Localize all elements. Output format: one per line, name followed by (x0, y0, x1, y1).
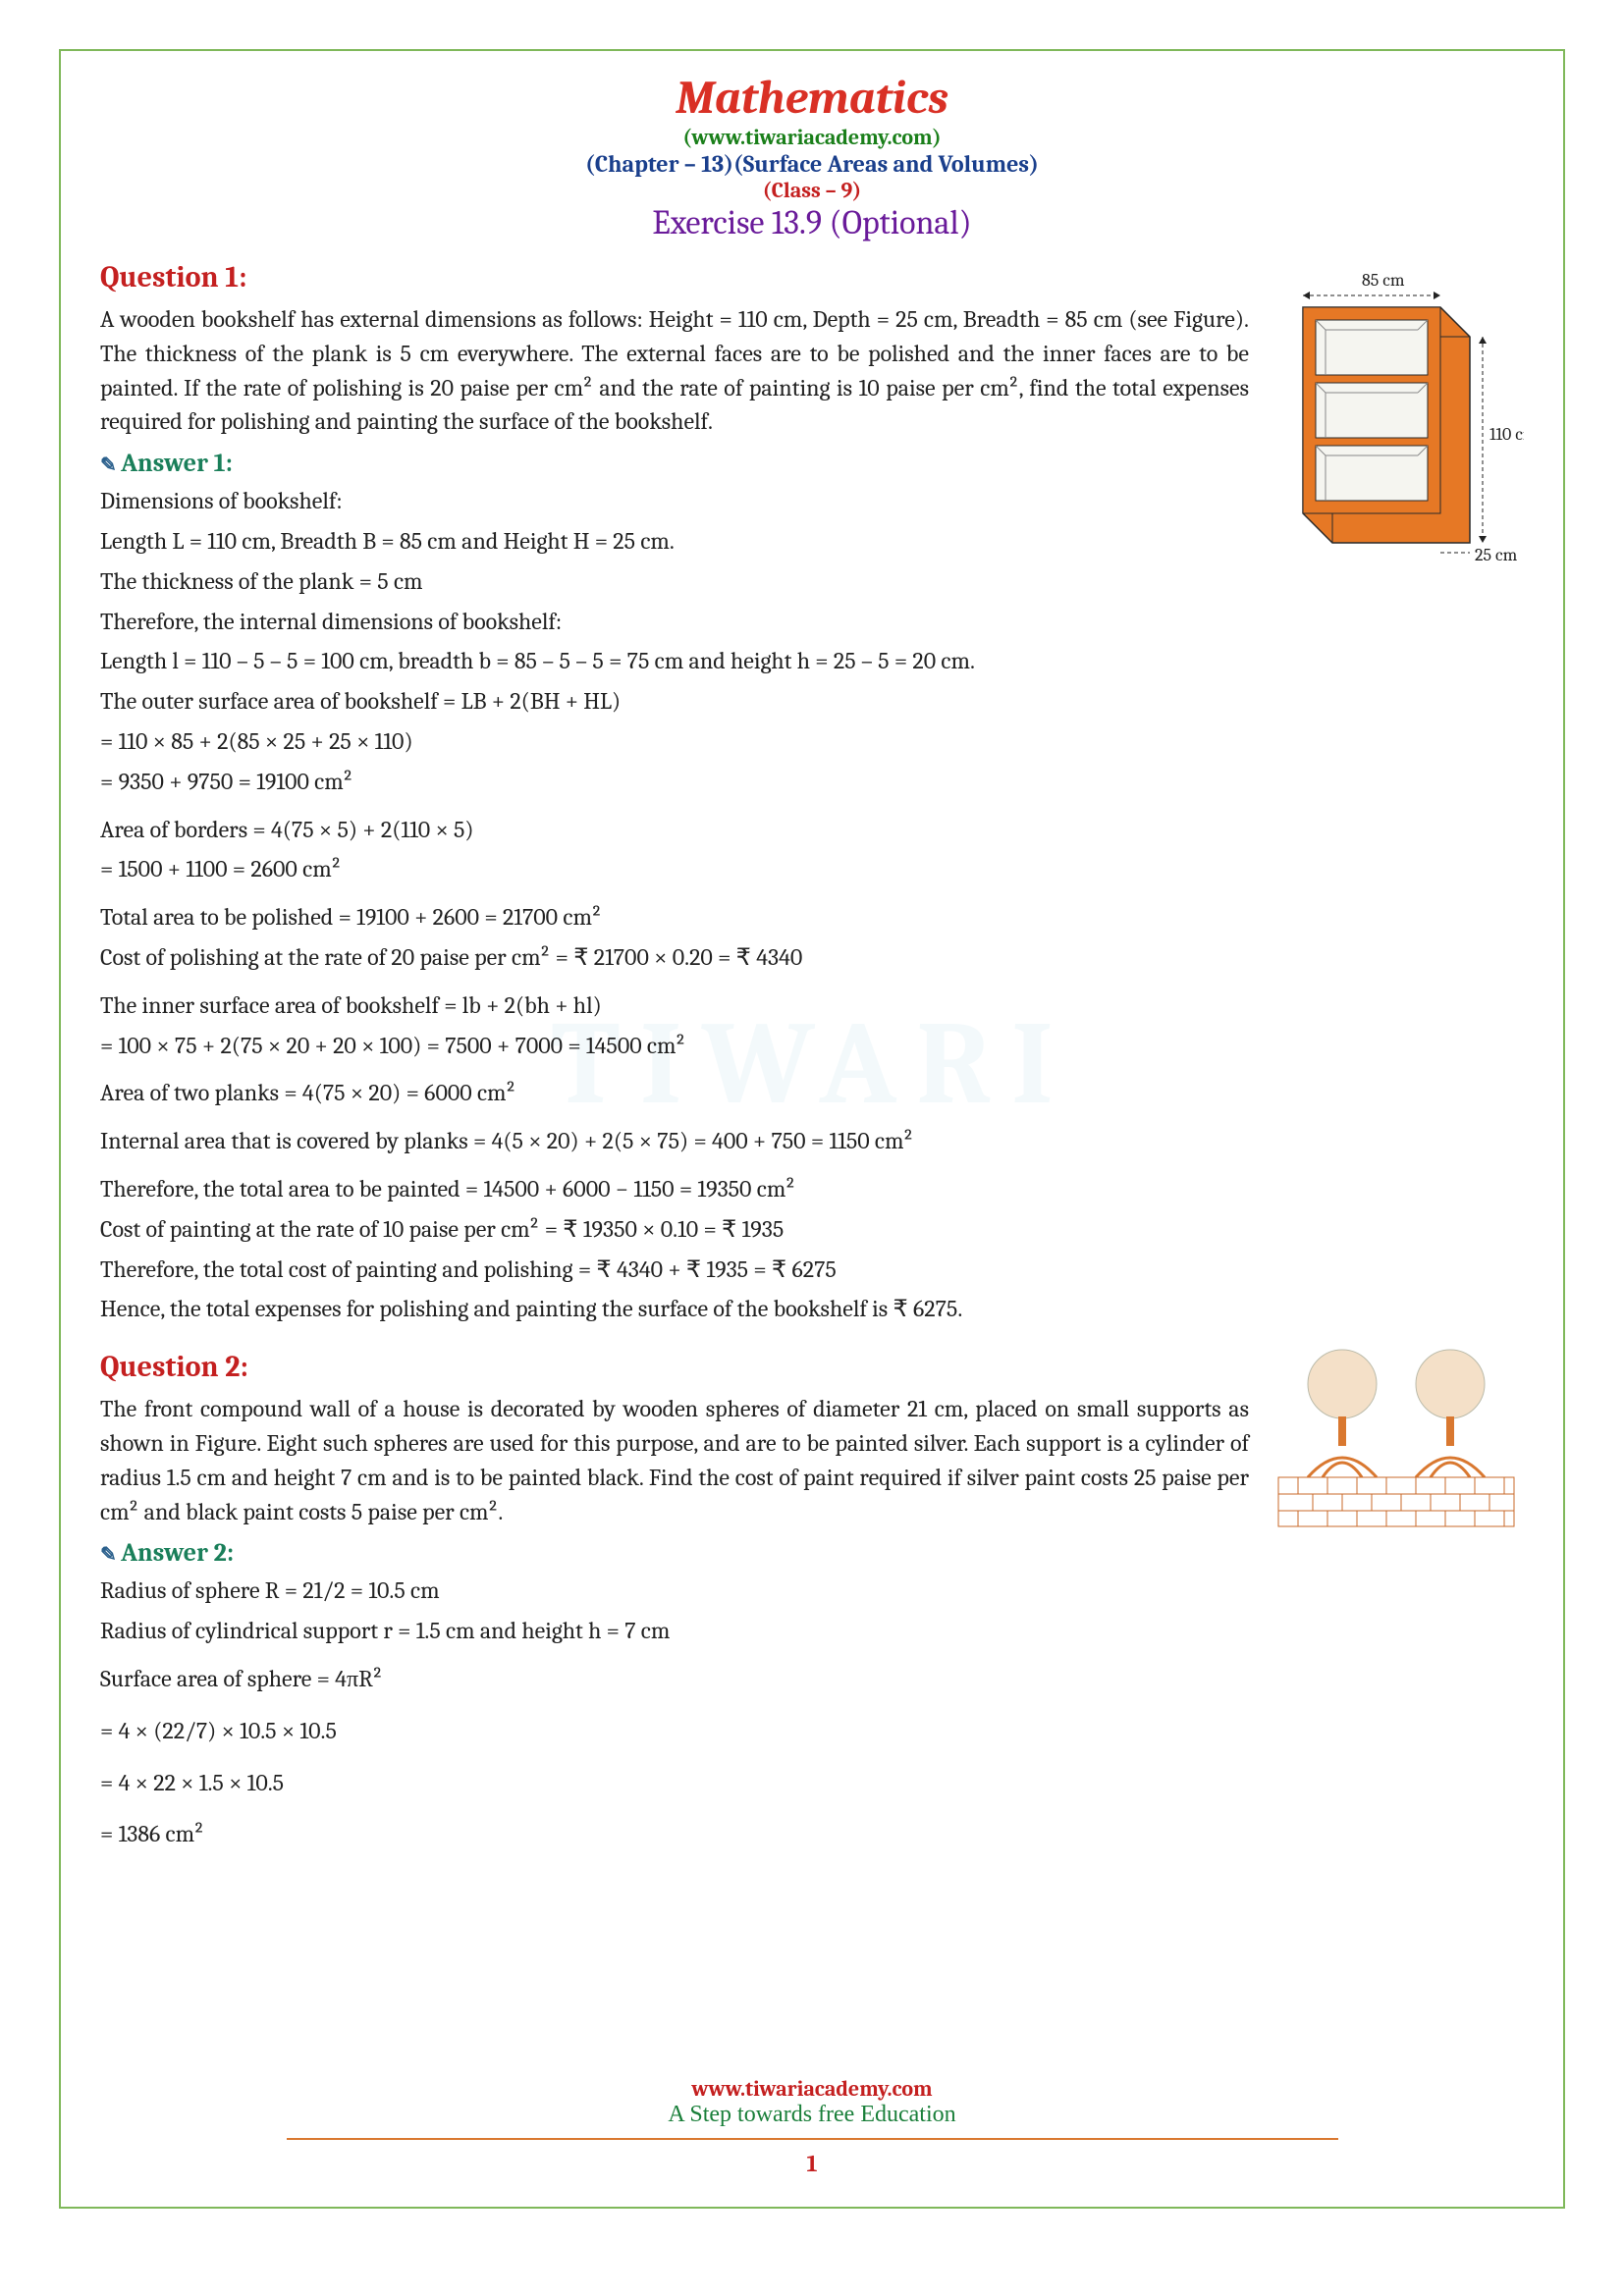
answer-line: Total area to be polished = 19100 + 2600… (100, 900, 1524, 934)
answer-line: Therefore, the total area to be painted … (100, 1172, 1524, 1206)
answer-line: The outer surface area of bookshelf = LB… (100, 684, 1524, 719)
answer-line: = 4 × (22/7) × 10.5 × 10.5 (100, 1714, 1524, 1748)
bookshelf-svg: 85 cm 110 cm (1269, 268, 1524, 562)
answer-line: = 1500 + 1100 = 2600 cm² (100, 852, 1524, 886)
title: Mathematics (100, 71, 1524, 125)
exercise-line: Exercise 13.9 (Optional) (100, 203, 1524, 242)
answer-line: Cost of painting at the rate of 10 paise… (100, 1212, 1524, 1247)
label-top: 85 cm (1362, 270, 1405, 291)
class-line: (Class – 9) (100, 178, 1524, 203)
page-border: TIWARI Mathematics (www.tiwariacademy.co… (59, 49, 1565, 2209)
answer-line: Cost of polishing at the rate of 20 pais… (100, 940, 1524, 975)
answer-line: Length l = 110 – 5 – 5 = 100 cm, breadth… (100, 644, 1524, 678)
answer-line: Therefore, the internal dimensions of bo… (100, 605, 1524, 639)
answer-line: = 1386 cm² (100, 1817, 1524, 1851)
page-number: 1 (61, 2150, 1563, 2177)
answer-line: = 100 × 75 + 2(75 × 20 + 20 × 100) = 750… (100, 1029, 1524, 1063)
document-header: Mathematics (www.tiwariacademy.com) (Cha… (100, 71, 1524, 242)
a2-body: Radius of sphere R = 21/2 = 10.5 cm Radiu… (100, 1574, 1524, 1851)
footer-divider (287, 2138, 1338, 2140)
answer-line: Radius of sphere R = 21/2 = 10.5 cm (100, 1574, 1524, 1608)
label-right: 110 cm (1489, 424, 1524, 445)
answer-line: The inner surface area of bookshelf = lb… (100, 988, 1524, 1023)
spheres-diagram (1269, 1340, 1524, 1540)
bookshelf-diagram: 85 cm 110 cm (1269, 268, 1524, 566)
footer: www.tiwariacademy.com A Step towards fre… (61, 2076, 1563, 2177)
answer-line: Internal area that is covered by planks … (100, 1124, 1524, 1158)
answer-line: = 110 × 85 + 2(85 × 25 + 25 × 110) (100, 724, 1524, 759)
footer-link: www.tiwariacademy.com (61, 2076, 1563, 2102)
answer-line: = 9350 + 9750 = 19100 cm² (100, 765, 1524, 799)
a2-title: Answer 2: (100, 1538, 1524, 1568)
spheres-svg (1269, 1340, 1524, 1536)
footer-tagline: A Step towards free Education (61, 2102, 1563, 2128)
answer-line: The thickness of the plank = 5 cm (100, 564, 1524, 599)
a1-body: Dimensions of bookshelf:Length L = 110 c… (100, 484, 1524, 1326)
label-bottom: 25 cm (1475, 545, 1518, 562)
chapter-line: (Chapter – 13)(Surface Areas and Volumes… (100, 150, 1524, 178)
answer-line: Surface area of sphere = 4πR² (100, 1662, 1524, 1696)
answer-line: = 4 × 22 × 1.5 × 10.5 (100, 1766, 1524, 1800)
answer-line: Radius of cylindrical support r = 1.5 cm… (100, 1614, 1524, 1648)
site-link: (www.tiwariacademy.com) (100, 125, 1524, 150)
content: 85 cm 110 cm (100, 260, 1524, 1869)
answer-line: Therefore, the total cost of painting an… (100, 1253, 1524, 1287)
answer-line: Area of borders = 4(75 × 5) + 2(110 × 5) (100, 813, 1524, 847)
answer-line: Area of two planks = 4(75 × 20) = 6000 c… (100, 1076, 1524, 1110)
answer-line: Hence, the total expenses for polishing … (100, 1292, 1524, 1326)
